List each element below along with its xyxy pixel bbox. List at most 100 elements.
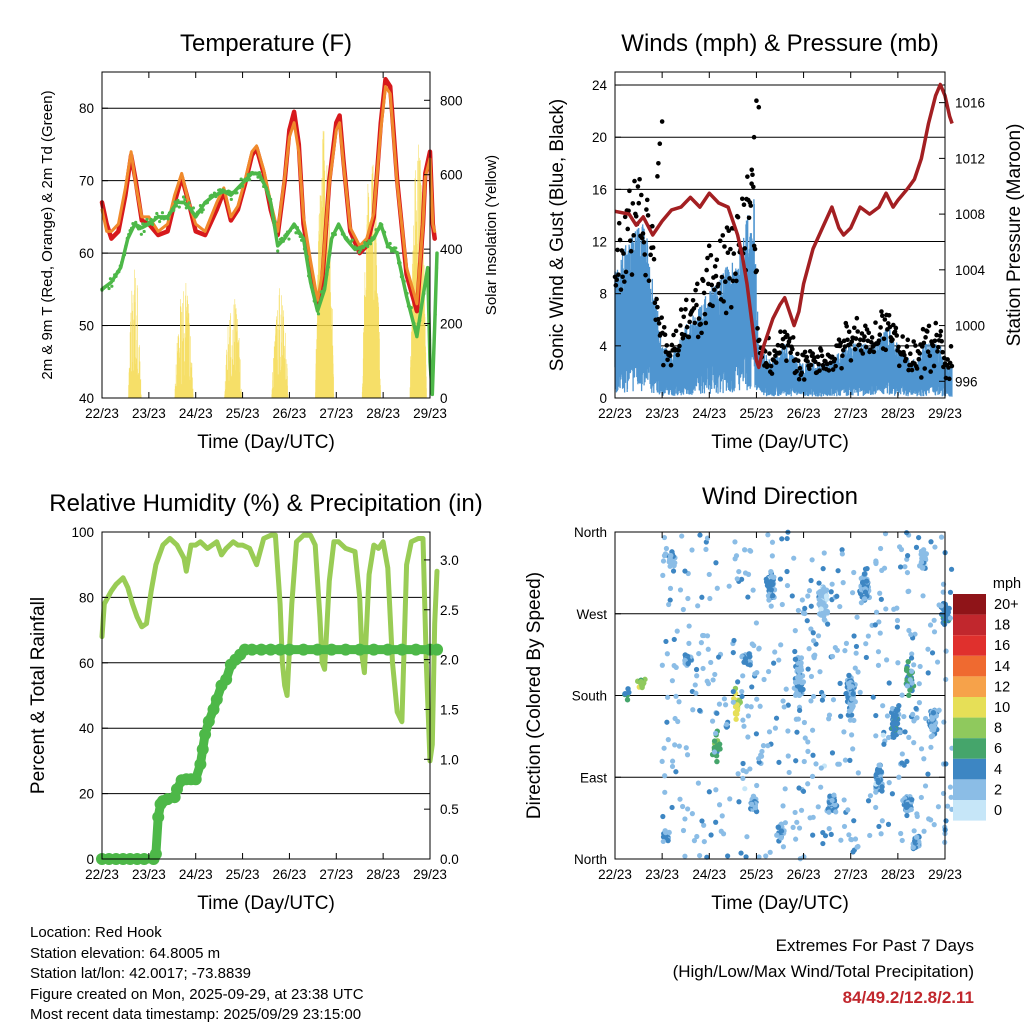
x-tick-label: 22/23 (85, 867, 119, 882)
gust-point (886, 313, 892, 318)
direction-point (838, 713, 844, 719)
direction-point (855, 669, 861, 675)
direction-point (742, 786, 748, 792)
direction-point (792, 628, 798, 634)
direction-point (731, 637, 737, 644)
gust-point (904, 344, 910, 349)
direction-point (903, 530, 910, 536)
gust-point (644, 197, 650, 203)
direction-point (896, 703, 902, 709)
dewpoint-point (198, 203, 202, 208)
dewpoint-point (143, 222, 148, 226)
direction-point (810, 832, 816, 838)
direction-point (749, 641, 755, 647)
dewpoint-point (235, 191, 239, 195)
speed-legend-label: 0 (994, 803, 1002, 819)
direction-point (713, 787, 719, 793)
direction-point (697, 532, 703, 538)
speed-legend-swatch (953, 697, 986, 718)
direction-point (808, 603, 814, 609)
direction-point (741, 723, 747, 729)
dewpoint-point (302, 247, 307, 251)
gust-point (733, 271, 738, 277)
direction-point (851, 818, 857, 824)
dewpoint-point (187, 201, 191, 205)
gust-point (816, 361, 821, 367)
direction-point (810, 638, 817, 644)
direction-point (918, 746, 925, 752)
direction-point (726, 583, 732, 589)
gust-point (845, 337, 850, 343)
y-tick-label: 70 (79, 174, 94, 189)
direction-point (801, 719, 808, 726)
direction-point (740, 673, 746, 679)
dewpoint-point (160, 211, 165, 215)
gust-point (896, 344, 901, 350)
x-tick-label: 22/23 (598, 406, 632, 421)
dewpoint-point (240, 184, 245, 188)
gust-point (657, 141, 663, 147)
direction-point (707, 595, 713, 602)
direction-point (908, 655, 915, 661)
x-tick-label: 24/23 (179, 867, 213, 882)
direction-point (916, 681, 922, 687)
gust-point (947, 376, 952, 382)
gust-point (894, 333, 900, 338)
x-tick-label: 23/23 (132, 867, 166, 882)
direction-point (929, 650, 936, 656)
direction-point (922, 783, 929, 789)
direction-point (809, 727, 816, 733)
gust-point (655, 304, 660, 310)
direction-point (708, 832, 714, 838)
dewpoint-point (301, 236, 305, 241)
dewpoint-point (174, 204, 179, 208)
direction-point (829, 581, 835, 587)
direction-point (916, 700, 923, 706)
rainfall-point (199, 728, 212, 741)
dewpoint-point (377, 227, 381, 231)
direction-point (818, 784, 824, 790)
direction-point (776, 657, 782, 663)
y2-tick-label: 2.0 (440, 653, 459, 668)
direction-point (734, 702, 740, 708)
dewpoint-point (380, 223, 384, 227)
gust-point (639, 192, 644, 198)
direction-point (898, 830, 904, 837)
direction-point (793, 716, 799, 722)
y-tick-label: North (574, 852, 607, 867)
gust-point (661, 324, 667, 330)
direction-point (852, 836, 859, 842)
speed-legend-label: 18 (994, 618, 1010, 634)
direction-point (875, 779, 882, 786)
direction-point (826, 826, 832, 832)
direction-point (917, 663, 923, 670)
x-tick-label: 26/23 (787, 867, 821, 882)
dewpoint-point (128, 229, 132, 233)
speed-legend-label: 10 (994, 700, 1010, 716)
dewpoint-point (304, 251, 308, 256)
temperature-panel-xlabel: Time (Day/UTC) (197, 432, 335, 453)
gust-point (797, 365, 803, 371)
gust-point (750, 172, 755, 178)
direction-point (811, 653, 817, 659)
direction-point (739, 576, 745, 582)
direction-point (867, 793, 874, 799)
direction-point (918, 559, 925, 565)
gust-point (742, 246, 748, 251)
gust-point (852, 346, 858, 352)
gust-point (655, 317, 661, 322)
direction-point (740, 717, 746, 723)
dewpoint-point (285, 230, 290, 234)
direction-point (879, 788, 885, 794)
dewpoint-point (114, 274, 118, 279)
gust-point (948, 344, 954, 349)
direction-point (913, 705, 919, 712)
direction-point (845, 681, 852, 687)
gust-point (667, 353, 673, 359)
dewpoint-point (287, 237, 291, 241)
direction-point (849, 696, 855, 702)
gust-point (642, 252, 647, 257)
gust-point (739, 196, 745, 202)
direction-point (805, 748, 811, 754)
gust-point (678, 307, 684, 312)
